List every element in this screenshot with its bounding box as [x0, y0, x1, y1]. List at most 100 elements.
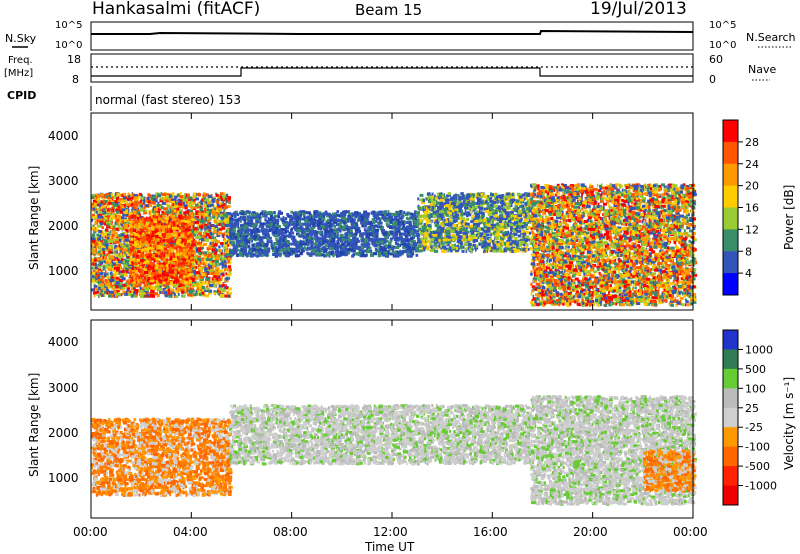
power-cell: [188, 233, 193, 237]
power-cell: [407, 238, 411, 242]
power-cell: [188, 198, 192, 202]
power-cell: [185, 210, 190, 214]
power-cell: [120, 204, 124, 208]
power-cell: [146, 282, 150, 286]
power-cell: [189, 266, 192, 270]
power-cell: [97, 237, 102, 241]
power-cell: [228, 265, 231, 269]
power-cell: [215, 205, 218, 209]
power-cell: [165, 260, 168, 264]
power-cell: [227, 294, 231, 298]
power-cell: [180, 257, 185, 261]
power-cell: [139, 225, 143, 229]
noise-panel-frame: [90, 21, 694, 51]
power-cell: [129, 282, 132, 286]
power-cell: [154, 247, 157, 251]
power-cell: [128, 266, 131, 270]
power-cell: [223, 205, 228, 209]
power-cell: [222, 273, 225, 277]
power-cell: [147, 293, 150, 297]
power-cell: [249, 233, 254, 237]
power-cell: [225, 193, 229, 197]
power-cell: [180, 238, 185, 242]
power-cell: [231, 240, 235, 244]
power-cell: [321, 226, 324, 230]
power-cell: [159, 229, 161, 233]
power-cell: [116, 285, 119, 289]
power-cell: [108, 214, 112, 218]
power-cell: [195, 283, 199, 287]
power-cell: [128, 203, 133, 207]
power-cell: [218, 245, 221, 249]
power-cell: [135, 254, 139, 258]
power-cell: [220, 213, 223, 217]
power-cell: [173, 292, 176, 296]
power-cell: [212, 261, 217, 265]
power-cell: [317, 211, 322, 215]
power-cell: [151, 274, 154, 278]
power-cell: [170, 240, 174, 244]
power-cell: [200, 215, 203, 219]
power-cell: [163, 262, 168, 266]
power-cell: [340, 246, 345, 250]
power-cell: [136, 237, 141, 241]
power-cell: [189, 264, 192, 268]
power-cell: [223, 209, 225, 213]
power-cell: [164, 216, 169, 220]
power-cell: [104, 278, 108, 282]
power-cell: [94, 269, 97, 273]
power-cell: [212, 224, 215, 228]
noise-sky-label: N.Sky: [5, 32, 37, 45]
power-cell: [217, 290, 221, 294]
power-cell: [206, 208, 212, 212]
power-cell: [107, 223, 112, 227]
power-cell: [211, 259, 215, 263]
power-cell: [151, 272, 156, 276]
freq-left-tick-top: 18: [67, 53, 81, 66]
power-cell: [116, 193, 119, 197]
power-cell: [134, 208, 137, 212]
power-cell: [104, 286, 110, 290]
power-cell: [168, 199, 172, 203]
power-cell: [186, 289, 192, 293]
power-cell: [139, 243, 144, 247]
power-cell: [167, 219, 171, 223]
power-cell: [91, 202, 95, 206]
power-cell: [193, 198, 196, 202]
power-cell: [153, 232, 158, 236]
power-cell: [92, 224, 95, 228]
power-cell: [196, 234, 199, 238]
power-cell: [198, 223, 201, 227]
power-cell: [176, 264, 180, 268]
power-cell: [221, 192, 226, 196]
power-cell: [184, 215, 187, 219]
noise-right-tick-top: 10^5: [709, 20, 736, 31]
power-cell: [124, 238, 128, 242]
power-cell: [123, 220, 127, 224]
power-cell: [168, 194, 171, 198]
power-cell: [277, 246, 281, 250]
power-cell: [131, 273, 137, 277]
power-cell: [105, 259, 107, 263]
power-cell: [213, 278, 216, 282]
power-cell: [223, 259, 226, 263]
power-cell: [124, 206, 127, 210]
power-cell: [161, 210, 164, 214]
power-cell: [151, 294, 156, 298]
power-cell: [378, 245, 382, 249]
power-cell: [176, 276, 181, 280]
power-cell: [368, 236, 371, 240]
power-cell: [134, 223, 138, 227]
power-cell: [113, 238, 118, 242]
power-cell: [116, 268, 120, 272]
power-cell: [190, 218, 196, 222]
power-cell: [210, 258, 213, 262]
power-cell: [390, 245, 394, 249]
power-cell: [148, 240, 151, 244]
power-cell: [179, 251, 184, 255]
power-cell: [109, 214, 114, 218]
power-cell: [216, 196, 219, 200]
power-cell: [102, 247, 104, 251]
power-cell: [111, 227, 115, 231]
power-cell: [163, 247, 168, 251]
